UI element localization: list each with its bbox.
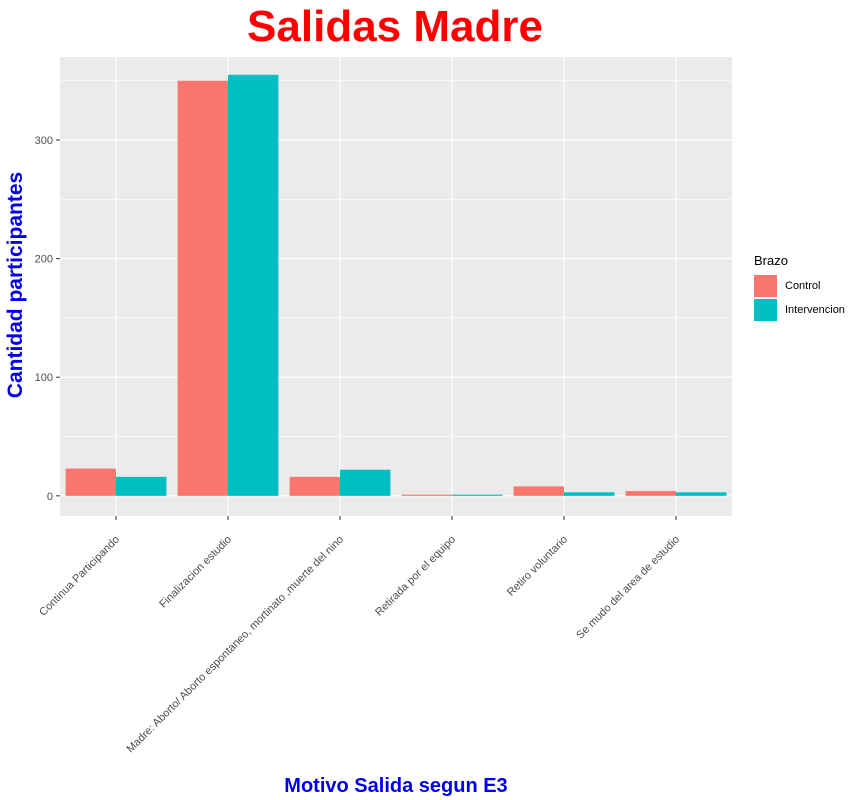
bar-intervencion-5 [564, 492, 615, 496]
chart-title: Salidas Madre [247, 2, 543, 51]
x-tick-label: Continua Participando [37, 534, 122, 619]
legend-swatch-intervencion [754, 299, 777, 321]
legend-title: Brazo [754, 253, 788, 268]
x-tick-label: Madre: Aborto/ Aborto espontaneo, mortin… [124, 534, 346, 756]
bar-control-2 [177, 80, 228, 496]
bar-intervencion-4 [452, 494, 503, 496]
bar-control-3 [289, 476, 340, 496]
legend-label-intervencion: Intervencion [785, 304, 845, 316]
x-tick-label: Finalizacion estudio [157, 534, 234, 611]
bar-intervencion-2 [228, 74, 279, 496]
y-tick-label: 100 [35, 372, 53, 384]
x-tick-label: Se mudo del area de estudio [574, 534, 682, 642]
bar-intervencion-6 [676, 492, 727, 496]
bar-control-1 [65, 468, 116, 496]
y-tick-label: 200 [35, 254, 53, 266]
x-tick-label: Retiro voluntario [505, 534, 570, 599]
bar-control-6 [625, 491, 676, 496]
legend-swatch-control [754, 275, 777, 297]
legend: Brazo Control Intervencion [754, 253, 845, 322]
x-tick-label: Retirada por el equipo [373, 534, 458, 619]
y-axis-title: Cantidad participantes [4, 171, 27, 399]
y-tick-label: 300 [35, 135, 53, 147]
legend-item-intervencion: Intervencion [754, 298, 845, 322]
x-axis-title: Motivo Salida segun E3 [284, 775, 508, 797]
bar-intervencion-3 [340, 469, 391, 496]
bar-intervencion-1 [116, 476, 167, 496]
legend-item-control: Control [754, 274, 845, 298]
bar-control-4 [401, 494, 452, 496]
bar-control-5 [513, 486, 564, 496]
y-tick-label: 0 [47, 491, 53, 503]
plot-panel [60, 57, 732, 516]
legend-label-control: Control [785, 280, 821, 292]
